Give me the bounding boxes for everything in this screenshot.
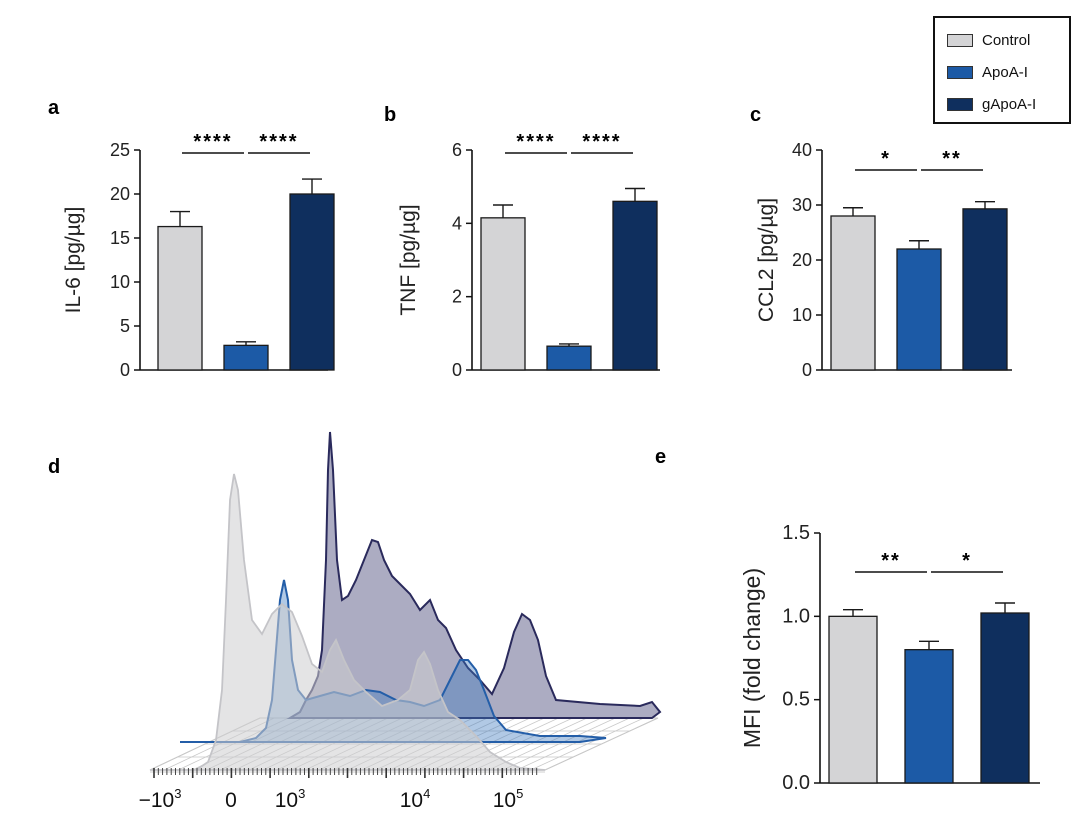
y-tick-label: 40 bbox=[792, 140, 812, 160]
bar-gapoa-i bbox=[612, 200, 658, 371]
legend-item-apoa: ApoA-I bbox=[947, 60, 1028, 84]
y-tick-label: 0 bbox=[802, 360, 812, 380]
y-tick-label: 2 bbox=[452, 287, 462, 307]
bar-control bbox=[828, 615, 878, 784]
y-axis-label: IL-6 [pg/µg] bbox=[62, 207, 85, 314]
y-tick-label: 10 bbox=[792, 305, 812, 325]
d-x-tick-label: −103 bbox=[139, 786, 182, 812]
panel-b: b 0 2 4 6 TNF [pg/µg] **** **** bbox=[384, 104, 660, 380]
d-x-tick-label: 105 bbox=[493, 786, 524, 812]
y-tick-label: 0 bbox=[120, 360, 130, 380]
histogram-gapoa bbox=[286, 431, 662, 719]
d-x-tick-exponent: 4 bbox=[423, 786, 430, 801]
bar-control bbox=[830, 215, 876, 371]
bar-apoa-i bbox=[904, 649, 954, 784]
legend-label-control: Control bbox=[982, 31, 1031, 49]
significance-label: **** bbox=[193, 131, 232, 153]
bar-gapoa-i bbox=[980, 612, 1030, 784]
panel-letter-e: e bbox=[655, 446, 666, 468]
bar-control bbox=[480, 217, 526, 371]
d-x-tick-label: 104 bbox=[400, 786, 431, 812]
bar-apoa-i bbox=[223, 344, 269, 371]
y-tick-label: 10 bbox=[110, 272, 130, 292]
significance-label: ** bbox=[942, 148, 962, 170]
legend-label-apoa: ApoA-I bbox=[982, 63, 1028, 81]
panel-letter-b: b bbox=[384, 104, 396, 126]
y-axis-label: CCL2 [pg/µg] bbox=[755, 198, 778, 322]
panel-a: a 0 5 10 15 20 25 IL-6 [pg/µg] **** **** bbox=[48, 97, 335, 380]
legend-item-control: Control bbox=[947, 28, 1030, 52]
y-tick-label: 20 bbox=[792, 250, 812, 270]
y-axis-label: MFI (fold change) bbox=[739, 568, 765, 748]
bar-gapoa-i bbox=[962, 208, 1008, 371]
histogram-control bbox=[150, 473, 546, 771]
y-axis-label: TNF [pg/µg] bbox=[397, 204, 420, 315]
y-tick-label: 1.0 bbox=[782, 605, 810, 627]
bar-control bbox=[157, 225, 203, 371]
y-tick-label: 20 bbox=[110, 184, 130, 204]
legend-swatch-control bbox=[947, 33, 973, 47]
significance-label: * bbox=[881, 148, 891, 170]
y-tick-label: 0.5 bbox=[782, 689, 810, 711]
d-x-tick-exponent: 5 bbox=[516, 786, 523, 801]
panel-letter-d: d bbox=[48, 456, 60, 478]
legend-item-gapoa: gApoA-I bbox=[947, 92, 1036, 116]
significance-label: * bbox=[962, 550, 972, 572]
y-tick-label: 15 bbox=[110, 228, 130, 248]
panel-letter-a: a bbox=[48, 97, 60, 119]
y-tick-label: 6 bbox=[452, 140, 462, 160]
d-x-tick-exponent: 3 bbox=[298, 786, 305, 801]
d-x-tick-label: 103 bbox=[275, 786, 306, 812]
significance-label: **** bbox=[516, 131, 555, 153]
legend-swatch-apoa bbox=[947, 65, 973, 79]
y-tick-label: 25 bbox=[110, 140, 130, 160]
y-tick-label: 30 bbox=[792, 195, 812, 215]
legend-swatch-gapoa bbox=[947, 97, 973, 111]
bar-apoa-i bbox=[896, 248, 942, 371]
d-x-tick-exponent: 3 bbox=[174, 786, 181, 801]
panel-letter-c: c bbox=[750, 104, 761, 126]
legend-label-gapoa: gApoA-I bbox=[982, 95, 1037, 113]
panel-d: d −103 0 103 104 105 bbox=[48, 431, 662, 812]
y-tick-label: 0.0 bbox=[782, 772, 810, 794]
bar-apoa-i bbox=[546, 345, 592, 371]
bar-gapoa-i bbox=[289, 193, 335, 371]
chart-legend: Control ApoA-I gApoA-I bbox=[933, 16, 1071, 124]
y-tick-label: 1.5 bbox=[782, 522, 810, 544]
significance-label: ** bbox=[881, 550, 901, 572]
y-tick-label: 5 bbox=[120, 316, 130, 336]
significance-label: **** bbox=[259, 131, 298, 153]
d-x-tick-label: 0 bbox=[225, 789, 237, 812]
y-tick-label: 4 bbox=[452, 213, 462, 233]
y-tick-label: 0 bbox=[452, 360, 462, 380]
significance-label: **** bbox=[582, 131, 621, 153]
